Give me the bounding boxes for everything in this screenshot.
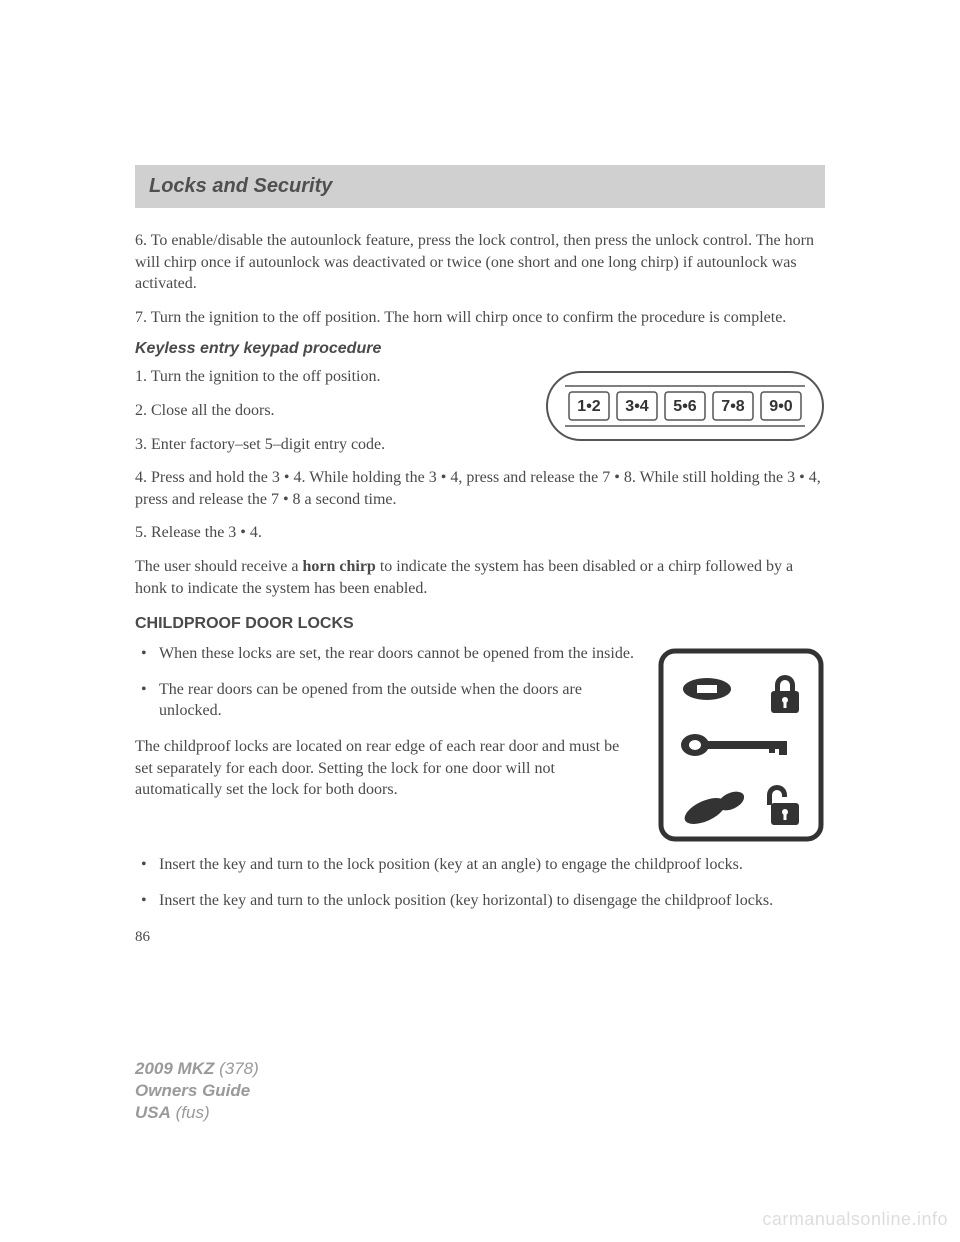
watermark-text: carmanualsonline.info <box>762 1209 948 1230</box>
footer-code: (378) <box>214 1059 258 1078</box>
childproof-bullet-3: Insert the key and turn to the lock posi… <box>159 854 825 876</box>
keypad-btn-1: 1•2 <box>577 398 601 415</box>
childproof-section: When these locks are set, the rear doors… <box>135 643 825 848</box>
footer-line-3: USA (fus) <box>135 1102 259 1124</box>
keypad-step-4: 4. Press and hold the 3 • 4. While holdi… <box>135 467 825 510</box>
footer-line-2: Owners Guide <box>135 1080 259 1102</box>
keypad-note: The user should receive a horn chirp to … <box>135 556 825 599</box>
keypad-step-3: 3. Enter factory–set 5–digit entry code. <box>135 434 525 456</box>
childlock-icon <box>657 647 825 843</box>
keypad-btn-4: 7•8 <box>721 398 745 415</box>
keypad-steps-column: 1. Turn the ignition to the off position… <box>135 366 525 467</box>
keypad-btn-5: 9•0 <box>769 398 793 415</box>
keypad-btn-2: 3•4 <box>625 398 649 415</box>
step-7-text: 7. Turn the ignition to the off position… <box>135 307 825 329</box>
page-number: 86 <box>135 929 825 946</box>
childproof-bullet-1: When these locks are set, the rear doors… <box>159 643 637 665</box>
section-title: Locks and Security <box>149 175 811 198</box>
keypad-procedure-heading: Keyless entry keypad procedure <box>135 340 825 358</box>
footer-block: 2009 MKZ (378) Owners Guide USA (fus) <box>135 1058 259 1124</box>
keypad-btn-3: 5•6 <box>673 398 697 415</box>
keypad-step-1: 1. Turn the ignition to the off position… <box>135 366 525 388</box>
footer-region: USA <box>135 1103 171 1122</box>
keypad-note-pre: The user should receive a <box>135 558 302 575</box>
childproof-bullets-bottom: Insert the key and turn to the lock posi… <box>135 854 825 911</box>
childproof-bullets-top: When these locks are set, the rear doors… <box>135 643 637 722</box>
keypad-note-bold: horn chirp <box>302 558 375 575</box>
keypad-section: 1. Turn the ignition to the off position… <box>135 366 825 467</box>
childproof-para: The childproof locks are located on rear… <box>135 736 637 801</box>
manual-page: Locks and Security 6. To enable/disable … <box>0 0 960 946</box>
childproof-heading: CHILDPROOF DOOR LOCKS <box>135 615 825 633</box>
childproof-text-column: When these locks are set, the rear doors… <box>135 643 637 813</box>
childproof-illustration-column <box>657 643 825 848</box>
step-6-text: 6. To enable/disable the autounlock feat… <box>135 230 825 295</box>
section-header-bar: Locks and Security <box>135 165 825 208</box>
footer-line-1: 2009 MKZ (378) <box>135 1058 259 1080</box>
keypad-step-5: 5. Release the 3 • 4. <box>135 522 825 544</box>
childproof-bullet-4: Insert the key and turn to the unlock po… <box>159 890 825 912</box>
childproof-bullet-2: The rear doors can be opened from the ou… <box>159 679 637 722</box>
footer-region-code: (fus) <box>171 1103 210 1122</box>
keypad-illustration-column: 1•2 3•4 5•6 7•8 9•0 <box>545 366 825 447</box>
footer-model: 2009 MKZ <box>135 1059 214 1078</box>
keypad-step-2: 2. Close all the doors. <box>135 400 525 422</box>
keypad-icon: 1•2 3•4 5•6 7•8 9•0 <box>545 370 825 442</box>
